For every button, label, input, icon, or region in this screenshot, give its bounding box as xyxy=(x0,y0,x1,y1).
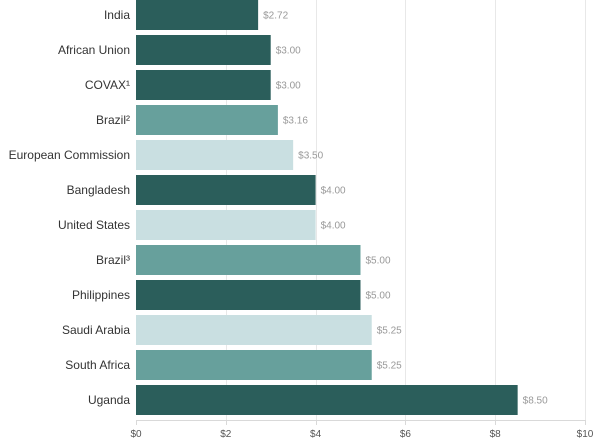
bar-11 xyxy=(136,385,518,415)
category-label-1: African Union xyxy=(58,43,130,57)
x-tick-label-3: $6 xyxy=(400,429,412,440)
bar-1 xyxy=(136,35,271,65)
value-label-5: $4.00 xyxy=(321,186,346,197)
bar-10 xyxy=(136,350,372,380)
bars xyxy=(136,0,518,415)
category-label-4: European Commission xyxy=(9,148,130,162)
category-label-0: India xyxy=(104,8,130,22)
value-label-0: $2.72 xyxy=(263,11,288,22)
value-labels: $2.72 $3.00 $3.00 $3.16 $3.50 $4.00 $4.00 $5.00… xyxy=(263,11,548,407)
value-label-11: $8.50 xyxy=(523,396,548,407)
bar-6 xyxy=(136,210,316,240)
category-label-10: South Africa xyxy=(65,358,130,372)
category-label-8: Philippines xyxy=(72,288,130,302)
x-tick-label-0: $0 xyxy=(130,429,142,440)
value-label-2: $3.00 xyxy=(276,81,301,92)
value-label-10: $5.25 xyxy=(377,361,402,372)
category-label-11: Uganda xyxy=(88,393,130,407)
bar-3 xyxy=(136,105,278,135)
x-tick-label-1: $2 xyxy=(220,429,232,440)
bar-9 xyxy=(136,315,372,345)
category-label-6: United States xyxy=(58,218,130,232)
category-label-9: Saudi Arabia xyxy=(62,323,130,337)
category-label-2: COVAX¹ xyxy=(85,78,130,92)
bar-4 xyxy=(136,140,294,170)
category-label-7: Brazil³ xyxy=(96,253,130,267)
value-label-1: $3.00 xyxy=(276,46,301,57)
category-label-3: Brazil² xyxy=(96,113,130,127)
x-tick-label-2: $4 xyxy=(310,429,322,440)
value-label-8: $5.00 xyxy=(366,291,391,302)
category-labels: India African Union COVAX¹ Brazil² European … xyxy=(9,8,131,407)
value-label-9: $5.25 xyxy=(377,326,402,337)
x-axis: $0 $2 $4 $6 $8 $10 xyxy=(130,420,594,440)
bar-2 xyxy=(136,70,271,100)
value-label-3: $3.16 xyxy=(283,116,308,127)
value-label-7: $5.00 xyxy=(366,256,391,267)
bar-0 xyxy=(136,0,259,30)
bar-7 xyxy=(136,245,361,275)
bar-5 xyxy=(136,175,316,205)
value-label-6: $4.00 xyxy=(321,221,346,232)
x-tick-label-5: $10 xyxy=(577,429,594,440)
bar-8 xyxy=(136,280,361,310)
category-label-5: Bangladesh xyxy=(67,183,130,197)
x-tick-label-4: $8 xyxy=(490,429,502,440)
value-label-4: $3.50 xyxy=(298,151,323,162)
